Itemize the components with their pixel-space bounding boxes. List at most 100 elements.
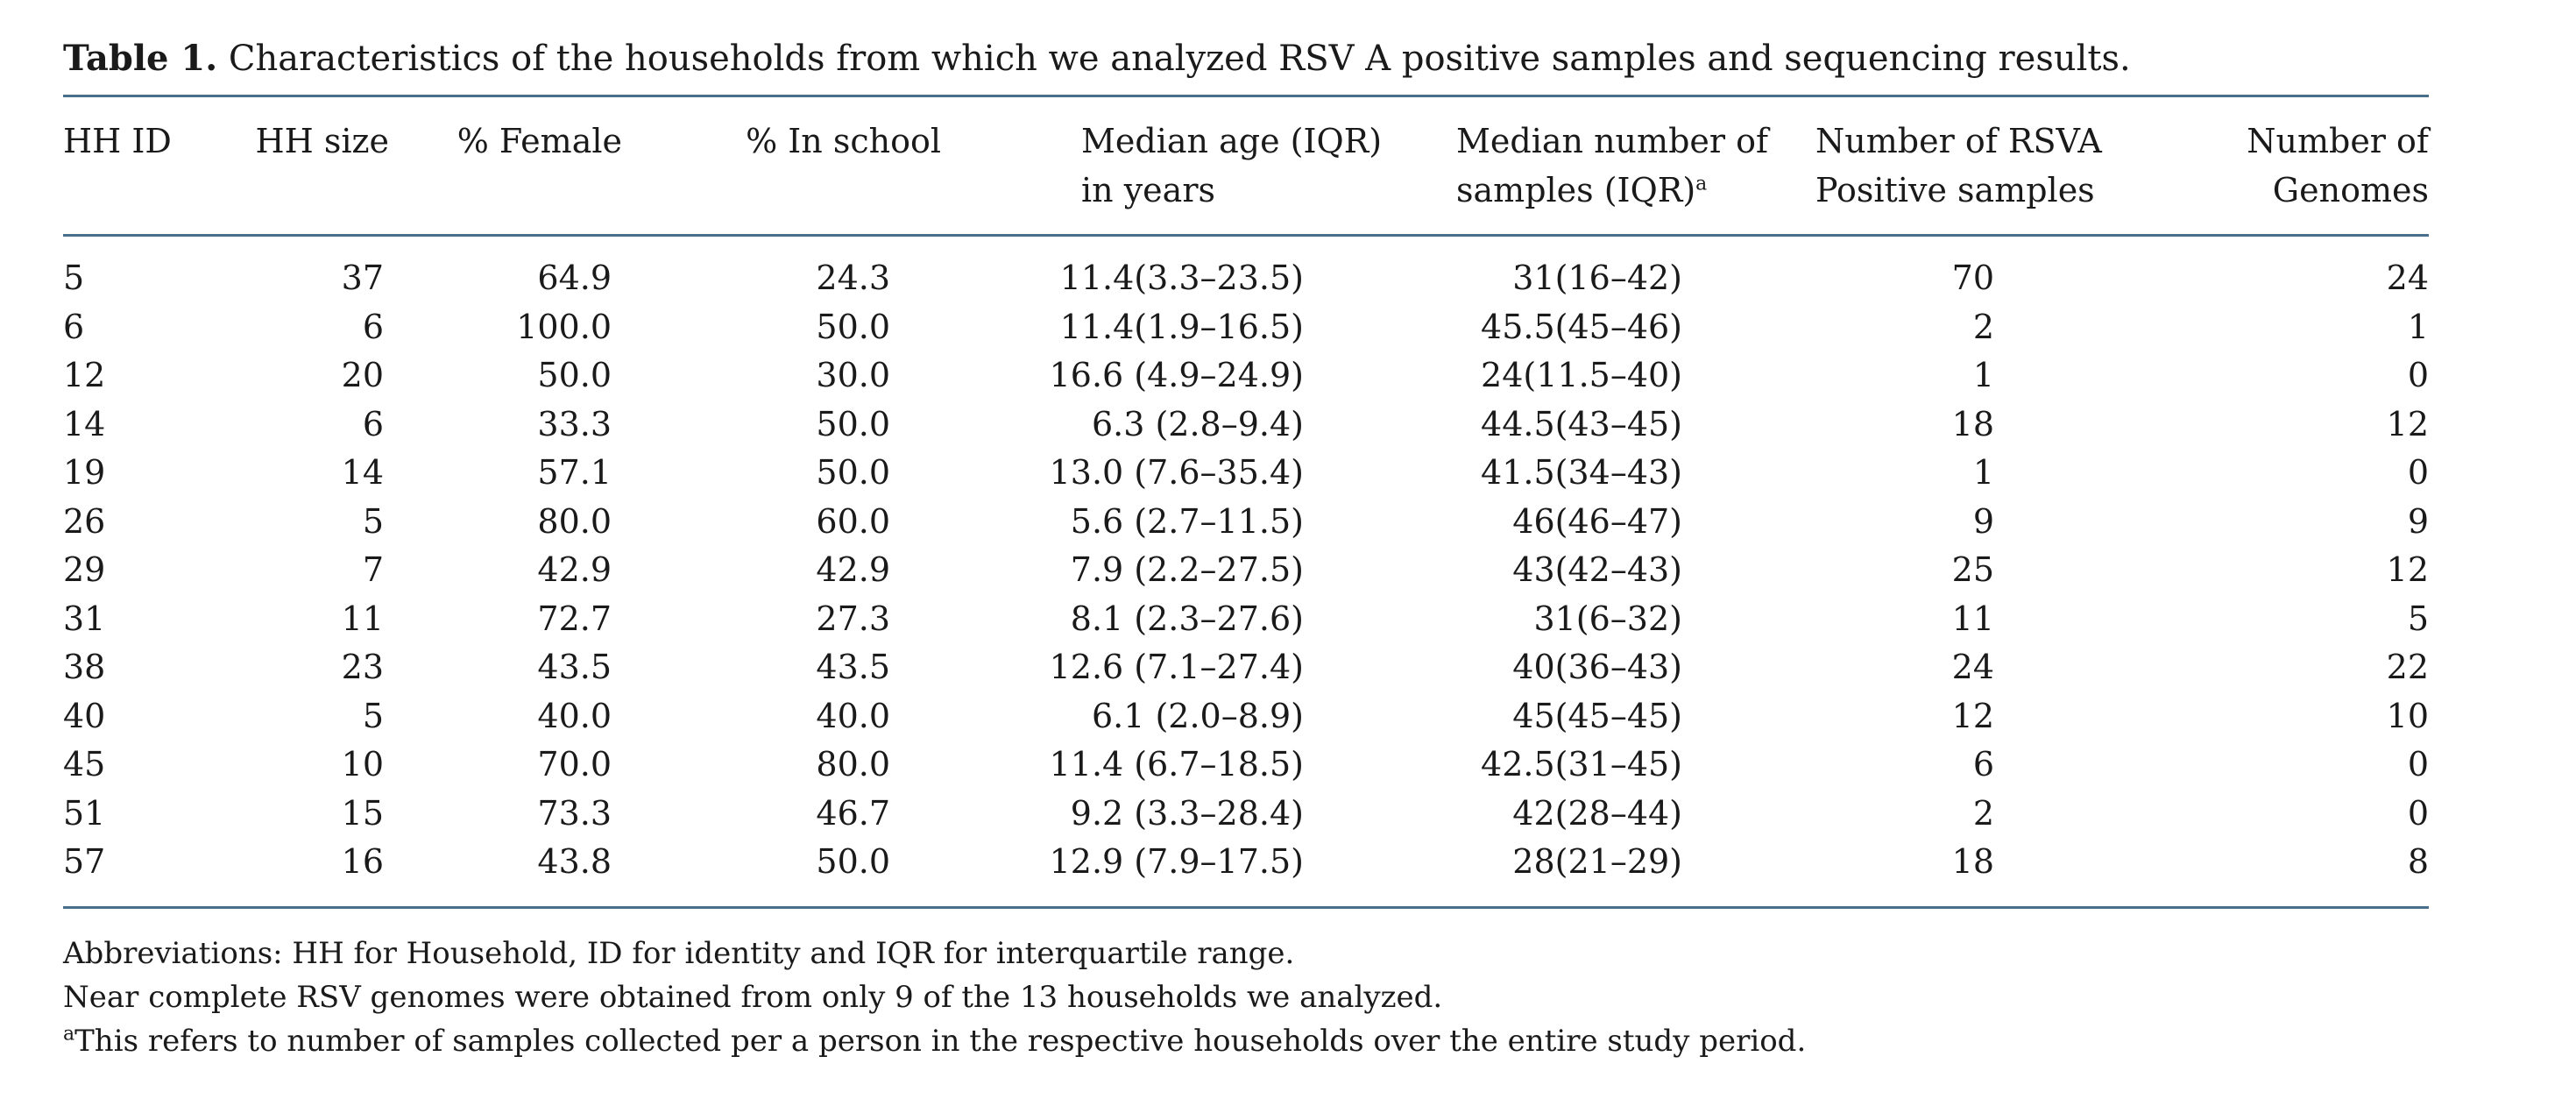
cell-female: 50.0 (537, 356, 612, 394)
cell-in-school: 43.5 (816, 648, 890, 686)
cell-female: 100.0 (516, 307, 612, 346)
cell-genomes: 0 (2407, 745, 2429, 783)
table-row: 45 10 70.0 80.0 11.4 (6.7–18.5) 42.5(31–45) 6 0 (63, 741, 2429, 790)
cell-hh-id: 29 (63, 550, 106, 589)
header-median-age: Median age (IQR) in years (1081, 122, 1383, 209)
cell-genomes: 24 (2386, 259, 2429, 297)
cell-median-samples: 45.5(45–46) (1481, 307, 1682, 346)
table-body: 5 37 64.9 24.3 11.4(3.3–23.5) 31(16–42) 70 24 6 6… (63, 237, 2429, 906)
header-hh-id: HH ID (63, 122, 172, 160)
cell-genomes: 9 (2407, 501, 2429, 541)
cell-median-age: 6.1 (2.0–8.9) (1091, 696, 1304, 735)
cell-hh-size: 14 (341, 453, 384, 492)
footnote-a-symbol: a (63, 1023, 75, 1046)
table-row: 31 11 72.7 27.3 8.1 (2.3–27.6) 31(6–32) 11 5 (63, 595, 2429, 644)
cell-genomes: 8 (2407, 842, 2429, 881)
cell-female: 40.0 (537, 696, 612, 735)
cell-in-school: 27.3 (816, 599, 890, 638)
cell-hh-id: 57 (63, 842, 106, 881)
cell-female: 70.0 (537, 745, 612, 783)
cell-rsva-positive: 18 (1951, 404, 1994, 443)
cell-median-samples: 24(11.5–40) (1481, 356, 1682, 394)
cell-hh-size: 6 (362, 404, 384, 443)
cell-hh-size: 10 (341, 745, 384, 783)
footnote-a: aThis refers to number of samples collec… (63, 1019, 2429, 1063)
header-row: HH ID HH size % Female % In school Media… (63, 97, 2429, 234)
cell-rsva-positive: 1 (1972, 356, 1994, 394)
cell-median-samples: 42(28–44) (1512, 793, 1682, 833)
cell-hh-id: 51 (63, 793, 106, 833)
cell-rsva-positive: 2 (1972, 793, 1994, 833)
household-table: HH ID HH size % Female % In school Media… (63, 97, 2429, 234)
household-table-body: 5 37 64.9 24.3 11.4(3.3–23.5) 31(16–42) 70 24 6 6… (63, 237, 2429, 906)
cell-hh-size: 5 (362, 696, 384, 735)
cell-hh-size: 15 (341, 793, 384, 833)
table-row: 57 16 43.8 50.0 12.9 (7.9–17.5) 28(21–29) 18 8 (63, 838, 2429, 906)
cell-median-samples: 42.5(31–45) (1481, 745, 1682, 783)
table-caption-label: Table 1. (63, 38, 218, 79)
cell-in-school: 24.3 (816, 259, 890, 297)
cell-hh-size: 6 (362, 307, 384, 346)
cell-female: 43.5 (537, 648, 612, 686)
header-rsva-positive: Number of RSVA Positive samples (1815, 122, 2102, 209)
table-header: HH ID HH size % Female % In school Media… (63, 97, 2429, 234)
cell-median-samples: 44.5(43–45) (1481, 404, 1682, 443)
cell-median-age: 11.4 (6.7–18.5) (1049, 745, 1304, 783)
cell-genomes: 5 (2407, 599, 2429, 638)
table-row: 6 6 100.0 50.0 11.4(1.9–16.5) 45.5(45–46) 2 1 (63, 303, 2429, 352)
cell-hh-size: 5 (362, 501, 384, 541)
cell-rsva-positive: 18 (1951, 842, 1994, 881)
cell-genomes: 0 (2407, 453, 2429, 492)
cell-median-samples: 28(21–29) (1512, 842, 1682, 881)
table-row: 12 20 50.0 30.0 16.6 (4.9–24.9) 24(11.5–40) 1 0 (63, 351, 2429, 401)
table-row: 29 7 42.9 42.9 7.9 (2.2–27.5) 43(42–43) 25 12 (63, 546, 2429, 595)
cell-hh-id: 26 (63, 501, 106, 541)
table-caption-text: Characteristics of the households from w… (228, 39, 2131, 79)
table-row: 38 23 43.5 43.5 12.6 (7.1–27.4) 40(36–43) 24 22 (63, 643, 2429, 692)
cell-hh-size: 7 (362, 550, 384, 589)
table-bottom-rule (63, 905, 2429, 909)
footnote-genomes: Near complete RSV genomes were obtained … (63, 979, 1443, 1015)
cell-median-age: 13.0 (7.6–35.4) (1049, 453, 1304, 492)
table-row: 14 6 33.3 50.0 6.3 (2.8–9.4) 44.5(43–45) 18 12 (63, 401, 2429, 450)
cell-rsva-positive: 11 (1951, 599, 1994, 638)
cell-hh-id: 40 (63, 696, 106, 735)
cell-female: 72.7 (537, 599, 612, 638)
cell-median-age: 8.1 (2.3–27.6) (1070, 599, 1304, 638)
table-caption: Table 1. Characteristics of the househol… (63, 35, 2429, 82)
cell-hh-size: 11 (341, 599, 384, 638)
cell-median-age: 11.4(3.3–23.5) (1059, 259, 1304, 297)
header-genomes: Number of Genomes (2247, 122, 2429, 209)
cell-hh-size: 16 (341, 842, 384, 881)
cell-hh-size: 23 (341, 648, 384, 686)
table-row: 40 5 40.0 40.0 6.1 (2.0–8.9) 45(45–45) 12 10 (63, 692, 2429, 741)
cell-median-age: 6.3 (2.8–9.4) (1091, 404, 1304, 443)
cell-genomes: 0 (2407, 356, 2429, 394)
cell-female: 57.1 (537, 453, 612, 492)
cell-hh-id: 45 (63, 745, 106, 783)
table-footnotes: Abbreviations: HH for Household, ID for … (63, 932, 2429, 1063)
table-row: 5 37 64.9 24.3 11.4(3.3–23.5) 31(16–42) 70 24 (63, 237, 2429, 303)
cell-rsva-positive: 9 (1972, 501, 1994, 541)
cell-in-school: 42.9 (816, 550, 890, 589)
cell-hh-id: 5 (63, 259, 85, 297)
cell-in-school: 60.0 (816, 501, 890, 541)
cell-median-age: 7.9 (2.2–27.5) (1070, 550, 1304, 589)
table-row: 51 15 73.3 46.7 9.2 (3.3–28.4) 42(28–44) 2 0 (63, 790, 2429, 839)
table-figure: Table 1. Characteristics of the househol… (63, 35, 2429, 1063)
cell-hh-size: 37 (341, 259, 384, 297)
cell-rsva-positive: 24 (1951, 648, 1994, 686)
cell-rsva-positive: 12 (1951, 696, 1994, 735)
cell-median-samples: 31(16–42) (1512, 259, 1682, 297)
cell-hh-id: 38 (63, 648, 106, 686)
cell-female: 42.9 (537, 550, 612, 589)
header-bottom-rule (63, 234, 2429, 237)
cell-genomes: 12 (2386, 550, 2429, 589)
cell-median-samples: 45(45–45) (1512, 696, 1682, 735)
cell-genomes: 10 (2386, 696, 2429, 735)
cell-median-samples: 46(46–47) (1512, 501, 1682, 541)
cell-hh-id: 6 (63, 307, 85, 346)
cell-hh-id: 19 (63, 453, 106, 492)
cell-genomes: 1 (2407, 307, 2429, 346)
cell-in-school: 50.0 (816, 307, 890, 346)
